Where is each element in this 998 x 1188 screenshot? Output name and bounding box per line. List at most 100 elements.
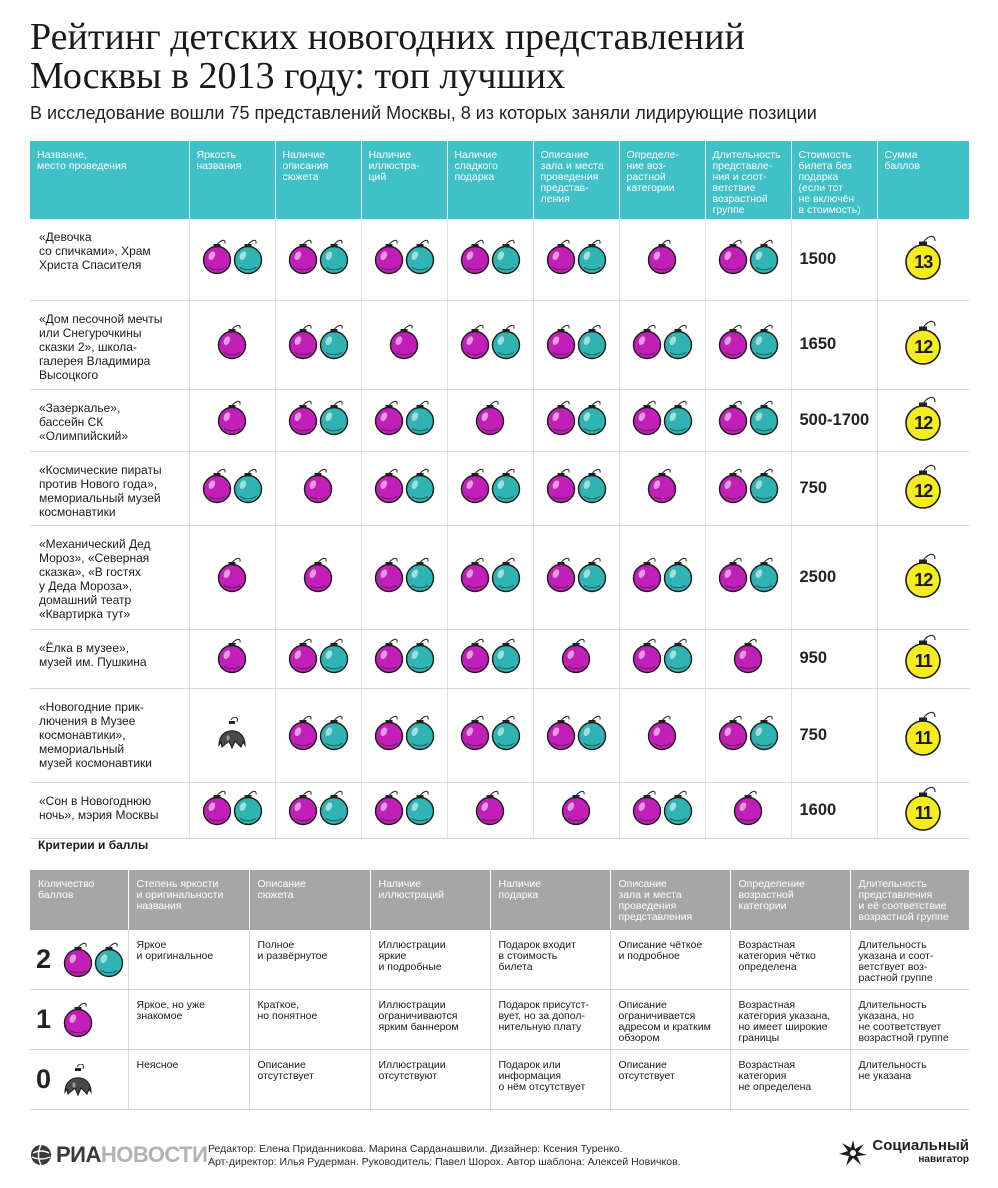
- yellow-ornament-icon: [905, 320, 942, 365]
- magenta-ornament-icon: [460, 239, 489, 274]
- teal-ornament-icon: [319, 239, 348, 274]
- score-cell: [189, 219, 276, 301]
- score-cell: [619, 451, 706, 526]
- magenta-ornament-icon: [546, 715, 575, 750]
- magenta-ornament-icon: [374, 790, 403, 825]
- score-number: 0: [36, 1064, 52, 1094]
- score-cell: [275, 782, 362, 839]
- score-cell: [189, 451, 276, 526]
- header-duration: Длительность представле-ния и соот-ветств…: [705, 141, 792, 219]
- score-cell: [533, 219, 620, 301]
- broken-ornament-icon: [218, 716, 246, 749]
- teal-ornament-icon: [319, 638, 348, 674]
- ria-globe-icon: [31, 1144, 51, 1166]
- criteria-description: Подарок присутст-вует, но за допол-нител…: [490, 989, 611, 1050]
- teal-ornament-icon: [405, 715, 434, 750]
- yellow-ornament-icon: [905, 634, 942, 679]
- teal-ornament-icon: [405, 239, 434, 274]
- criteria-description: Подарок входит в стоимость билета: [490, 930, 611, 990]
- criteria-description: Яркое и оригинальное: [128, 930, 250, 990]
- total-score: 12: [914, 412, 933, 433]
- magenta-ornament-icon: [561, 790, 591, 825]
- yellow-ornament-icon: [905, 553, 942, 598]
- criteria-description: Длительность указана и соот-ветствует воз…: [850, 930, 969, 990]
- score-cell: [275, 629, 362, 689]
- score-cell: [361, 525, 448, 630]
- ria-logo-bold: РИА: [56, 1142, 101, 1167]
- magenta-ornament-icon: [460, 468, 489, 503]
- total-score-cell: 13: [877, 219, 969, 301]
- score-cell: [705, 782, 792, 839]
- header-gift: Наличие сладкого подарка: [447, 141, 534, 219]
- header-brightness: Яркость названия: [189, 141, 276, 219]
- magenta-ornament-icon: [63, 1002, 93, 1037]
- magenta-ornament-icon: [288, 638, 317, 674]
- criteria-table: Количество баллов Степень яркости и оригина…: [30, 870, 969, 1110]
- total-score-cell: 11: [877, 629, 969, 689]
- social-navigator-icon: [839, 1140, 868, 1166]
- score-cell: [705, 389, 792, 452]
- yellow-ornament-icon: [905, 464, 942, 509]
- teal-ornament-icon: [749, 324, 778, 360]
- score-cell: [619, 219, 706, 301]
- criteria-score: 0: [30, 1049, 129, 1110]
- score-cell: [189, 629, 276, 689]
- score-cell: [361, 451, 448, 526]
- magenta-ornament-icon: [718, 400, 747, 435]
- title-line-2: Москвы в 2013 году: топ лучших: [30, 55, 566, 97]
- magenta-ornament-icon: [288, 324, 317, 360]
- teal-ornament-icon: [663, 557, 692, 592]
- score-cell: [705, 629, 792, 689]
- score-cell: [275, 300, 362, 390]
- score-cell: [619, 629, 706, 689]
- teal-ornament-icon: [491, 557, 520, 592]
- rating-row: «Космические пираты против Нового года», м…: [30, 451, 969, 526]
- rating-row: «Зазеркалье», бассейн СК «Олимпийский»: [30, 389, 969, 452]
- score-cell: [705, 525, 792, 630]
- social-navigator-logo: Социальный навигатор: [838, 1138, 969, 1168]
- score-cell: [361, 389, 448, 452]
- score-number: 1: [36, 1004, 52, 1034]
- score-cell: [275, 219, 362, 301]
- score-cell: [619, 688, 706, 783]
- page-title: Рейтинг детских новогодних представлений…: [30, 18, 980, 96]
- header-price: Стоимость билета без подарка (если тот не вк…: [791, 141, 878, 219]
- total-score-cell: 11: [877, 688, 969, 783]
- criteria-score: 1: [30, 989, 129, 1050]
- magenta-ornament-icon: [288, 715, 317, 750]
- score-cell: [275, 389, 362, 452]
- score-cell: [533, 389, 620, 452]
- score-cell: [447, 451, 534, 526]
- magenta-ornament-icon: [718, 324, 747, 360]
- show-name: «Дом песочной мечты или Снегурочкины сказк…: [30, 300, 190, 390]
- rating-row: «Дом песочной мечты или Снегурочкины сказк…: [30, 300, 969, 390]
- total-score: 13: [914, 251, 933, 272]
- criteria-header: Наличие иллюстраций: [370, 870, 491, 930]
- magenta-ornament-icon: [288, 400, 317, 435]
- teal-ornament-icon: [663, 638, 692, 674]
- criteria-header: Степень яркости и оригинальности названия: [128, 870, 250, 930]
- ticket-price: 1500: [791, 219, 878, 301]
- magenta-ornament-icon: [217, 324, 247, 360]
- criteria-description: Неясное: [128, 1049, 250, 1110]
- magenta-ornament-icon: [217, 638, 247, 674]
- magenta-ornament-icon: [374, 468, 403, 503]
- magenta-ornament-icon: [546, 400, 575, 435]
- total-score: 12: [914, 569, 933, 590]
- header-total: Сумма баллов: [877, 141, 969, 219]
- magenta-ornament-icon: [202, 239, 231, 274]
- teal-ornament-icon: [749, 557, 778, 592]
- teal-ornament-icon: [405, 790, 434, 825]
- magenta-ornament-icon: [718, 715, 747, 750]
- magenta-ornament-icon: [460, 715, 489, 750]
- total-score: 12: [914, 337, 933, 357]
- teal-ornament-icon: [577, 557, 606, 592]
- criteria-description: Возрастная категория не определена: [730, 1049, 851, 1110]
- magenta-ornament-icon: [460, 557, 489, 592]
- magenta-ornament-icon: [374, 638, 403, 674]
- magenta-ornament-icon: [460, 638, 489, 674]
- magenta-ornament-icon: [632, 638, 661, 674]
- credits-line-1: Редактор: Елена Приданникова. Марина Сар…: [208, 1143, 623, 1155]
- score-cell: [447, 782, 534, 839]
- criteria-score: 2: [30, 930, 129, 990]
